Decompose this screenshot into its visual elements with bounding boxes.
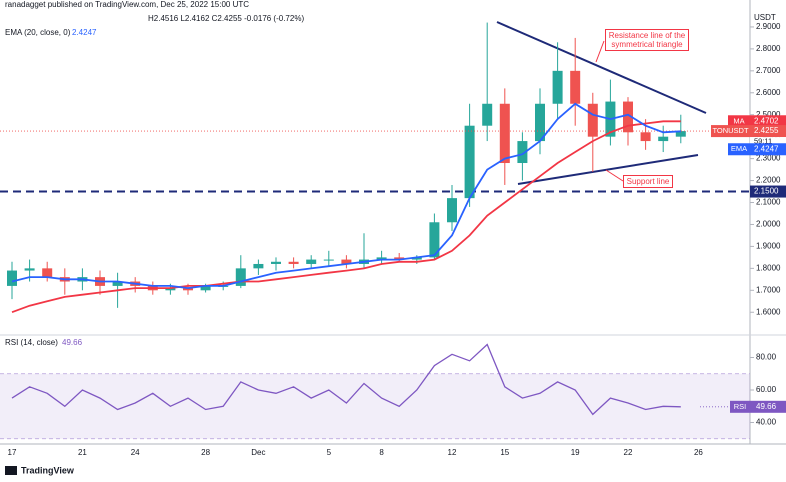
- candle-body: [376, 257, 387, 260]
- x-tick-label: 21: [78, 448, 87, 457]
- header-publisher: ranadagget published on TradingView.com,…: [5, 0, 249, 9]
- candle-body: [552, 70, 563, 104]
- y-tick-label: 2.1000: [756, 198, 781, 207]
- x-tick-label: 22: [624, 448, 633, 457]
- y-tick-label: 1.8000: [756, 263, 781, 272]
- series-line: [11, 343, 681, 416]
- y-tick-label: 2.3000: [756, 154, 781, 163]
- annotation-support: Support line: [623, 175, 673, 188]
- tag-name-box: [730, 400, 750, 413]
- tag-value: 2.4702: [754, 116, 779, 125]
- countdown: 59:11: [754, 137, 772, 146]
- tag-value: 2.4247: [754, 144, 779, 153]
- candle-body: [623, 101, 633, 133]
- annotation-arrow: [595, 40, 605, 63]
- candle-body: [429, 222, 440, 258]
- tag-name: TONUSDT: [712, 126, 749, 135]
- y-tick-label: 1.6000: [756, 307, 781, 316]
- rsi-legend: RSI (14, close): [5, 338, 58, 347]
- y-tick-label: 60.00: [756, 385, 777, 394]
- series-line: [11, 120, 681, 314]
- x-tick-label: 26: [694, 448, 703, 457]
- tag-value-box: [750, 143, 786, 156]
- tag-value-box: [750, 125, 786, 138]
- candle-body: [447, 198, 457, 223]
- tag-value: 2.4255: [754, 126, 779, 135]
- y-tick-label: 80.00: [756, 353, 777, 362]
- y-tick-label: 1.9000: [756, 242, 781, 251]
- candle-body: [499, 103, 510, 164]
- candle-body: [271, 261, 281, 264]
- y-tick-label: 2.6000: [756, 88, 781, 97]
- candle-body: [658, 136, 669, 142]
- resistance-trendline: [496, 21, 707, 114]
- y-tick-label: 2.7000: [756, 66, 781, 75]
- footer-brand: TradingView: [21, 465, 75, 475]
- ema-legend-value: 2.4247: [72, 28, 97, 37]
- candle-body: [112, 281, 123, 286]
- y-tick-label: 40.00: [756, 418, 777, 427]
- candle-body: [517, 141, 528, 164]
- currency-label: USDT: [754, 13, 776, 22]
- candle-body: [464, 125, 475, 199]
- candle-body: [535, 103, 545, 142]
- tag-name-box: [728, 143, 750, 156]
- candle-body: [42, 268, 53, 278]
- candle-body: [253, 263, 264, 269]
- candle-body: [200, 285, 211, 291]
- y-tick-label: 2.9000: [756, 22, 781, 31]
- tag-value: 49.66: [756, 402, 777, 411]
- header-ohlc: H2.4516 L2.4162 C2.4255 -0.0176 (-0.72%): [148, 14, 304, 23]
- tag-value-box: [750, 400, 786, 413]
- y-tick-label: 2.2000: [756, 176, 781, 185]
- candle-body: [288, 261, 299, 264]
- x-tick-label: Dec: [251, 448, 265, 457]
- x-tick-label: 19: [571, 448, 580, 457]
- x-tick-label: 8: [379, 448, 384, 457]
- candle-body: [7, 270, 17, 286]
- candle-body: [24, 268, 35, 271]
- candle-body: [183, 288, 193, 291]
- candle-body: [587, 103, 598, 137]
- candle-body: [675, 131, 686, 137]
- ema-legend: EMA (20, close, 0): [5, 28, 71, 37]
- tag-name-box: [711, 125, 750, 138]
- y-tick-label: 1.7000: [756, 285, 781, 294]
- candle-body: [411, 257, 422, 260]
- level-tag: [750, 185, 786, 198]
- tag-name: RSI: [734, 402, 747, 411]
- annotation-resistance: Resistance line of the symmetrical trian…: [605, 29, 689, 51]
- y-tick-label: 2.8000: [756, 44, 781, 53]
- footer-logo: [5, 466, 17, 475]
- y-tick-label: 2.5000: [756, 110, 781, 119]
- tag-name: EMA: [731, 144, 747, 153]
- countdown-box: [750, 137, 786, 147]
- tag-value-box: [750, 115, 786, 128]
- candle-body: [165, 288, 176, 291]
- tag-name-box: [728, 115, 750, 128]
- x-tick-label: 15: [500, 448, 509, 457]
- candle-body: [341, 259, 352, 264]
- y-tick-label: 2.0000: [756, 220, 781, 229]
- level-tag-label: 2.1500: [754, 187, 779, 196]
- candle-body: [394, 257, 405, 260]
- rsi-legend-value: 49.66: [62, 338, 83, 347]
- candle-body: [570, 70, 581, 104]
- x-tick-label: 5: [327, 448, 332, 457]
- candle-body: [482, 103, 493, 126]
- tag-name: MA: [733, 116, 744, 125]
- series-line: [11, 102, 681, 290]
- candle-body: [640, 132, 651, 142]
- x-tick-label: 28: [201, 448, 210, 457]
- candle-body: [306, 259, 317, 264]
- candle-body: [323, 259, 334, 261]
- x-tick-label: 12: [448, 448, 457, 457]
- x-tick-label: 17: [8, 448, 17, 457]
- annotation-arrow: [605, 169, 624, 182]
- x-tick-label: 24: [131, 448, 140, 457]
- candle-body: [235, 268, 246, 286]
- support-trendline: [517, 154, 699, 185]
